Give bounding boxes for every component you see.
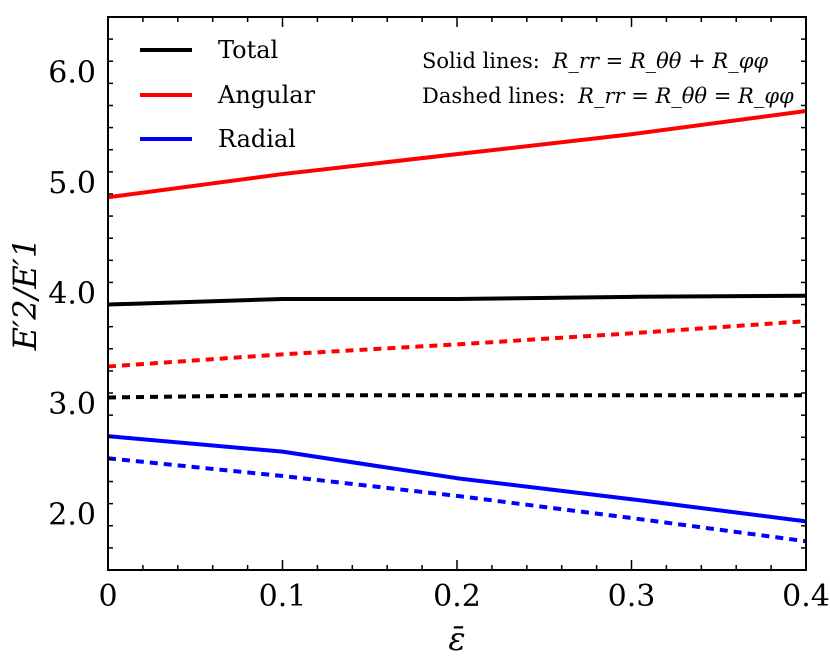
y-tick-label: 3.0	[48, 387, 96, 422]
legend-label-radial: Radial	[218, 125, 296, 153]
annotation-dashed-equation: R_rr = R_θθ = R_φφ	[577, 84, 794, 108]
x-tick-label: 0	[98, 579, 117, 614]
series-line-total-dashed	[107, 393, 806, 400]
legend-label-total: Total	[218, 36, 278, 64]
y-tick-label: 6.0	[48, 55, 96, 90]
y-axis-label: E′2/E′1	[6, 238, 44, 352]
annotation-solid-prefix: Solid lines:	[422, 49, 540, 73]
annotation-dashed: Dashed lines: R_rr = R_θθ = R_φφ	[422, 84, 794, 108]
series-layer	[107, 109, 807, 544]
annotation-solid-equation: R_rr = R_θθ + R_φφ	[552, 49, 769, 73]
x-tick-label: 0.2	[433, 579, 481, 614]
series-line-angular-solid	[107, 109, 807, 200]
series-line-radial-dashed	[107, 456, 807, 544]
legend-label-angular: Angular	[217, 81, 316, 109]
series-line-angular-dashed	[107, 319, 807, 369]
x-tick-label: 0.4	[782, 579, 830, 614]
annotation-block: Solid lines: R_rr = R_θθ + R_φφ Dashed l…	[422, 49, 794, 108]
y-tick-label: 2.0	[48, 498, 96, 533]
legend: Total Angular Radial	[140, 36, 316, 153]
series-line-radial-solid	[107, 434, 807, 524]
x-tick-label: 0.1	[259, 579, 307, 614]
ticks-layer: 0 0.1 0.2 0.3 0.4 2.0 3.0 4.0 5.0 6.0	[48, 16, 830, 614]
x-axis-label: ε̄	[448, 620, 465, 658]
y-tick-label: 4.0	[48, 277, 96, 312]
series-line-total-solid	[107, 293, 807, 307]
x-tick-label: 0.3	[608, 579, 656, 614]
annotation-dashed-prefix: Dashed lines:	[422, 84, 565, 108]
annotation-solid: Solid lines: R_rr = R_θθ + R_φφ	[422, 49, 768, 73]
y-tick-label: 5.0	[48, 166, 96, 201]
plot-frame	[107, 16, 807, 571]
